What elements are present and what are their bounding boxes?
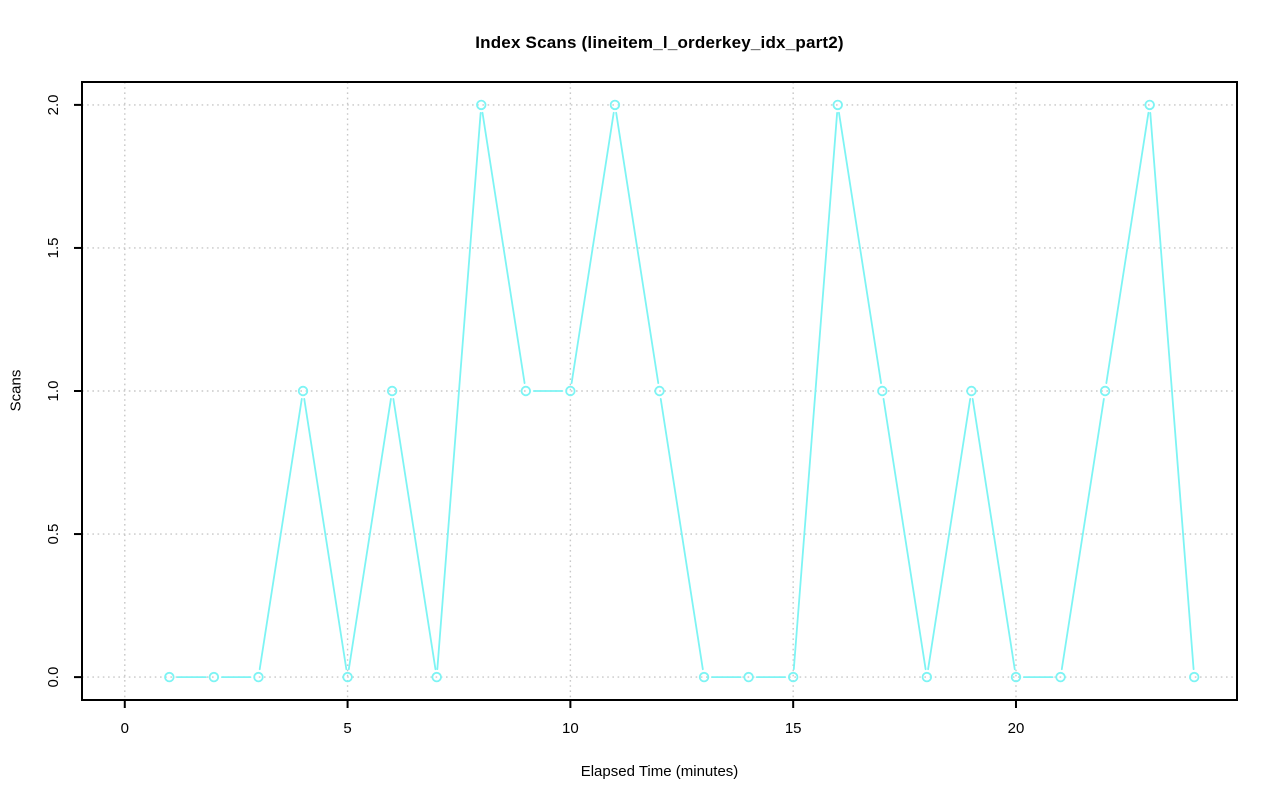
x-axis-tick-label: 0: [121, 720, 129, 737]
y-axis-tick-label: 2.0: [45, 94, 62, 115]
series-line-segment: [882, 398, 927, 671]
series-line-segment: [1105, 111, 1150, 384]
data-point-marker: [1055, 671, 1066, 683]
series-line-segment: [347, 398, 392, 671]
series-line-segment: [792, 111, 839, 671]
data-point-marker: [1144, 99, 1155, 111]
data-point-marker: [565, 385, 576, 397]
x-axis-tick-label: 15: [785, 720, 802, 737]
series-line-segment: [927, 398, 972, 671]
series-line-segment: [838, 111, 882, 384]
data-point-marker: [966, 385, 977, 397]
series-line-segment: [615, 111, 660, 384]
data-point-marker: [386, 385, 398, 397]
data-point-marker: [1099, 385, 1111, 397]
data-point-marker: [832, 99, 843, 111]
series-line-segment: [303, 398, 348, 671]
series-line-segment: [392, 398, 437, 671]
y-axis-tick-label: 1.5: [45, 238, 62, 259]
data-point-marker: [476, 99, 487, 111]
x-axis-tick-label: 5: [343, 720, 351, 737]
data-point-marker: [342, 671, 353, 683]
data-point-marker: [787, 671, 799, 683]
series-line-segment: [1149, 111, 1195, 671]
series-line-segment: [436, 111, 482, 671]
x-axis-title: Elapsed Time (minutes): [580, 763, 739, 780]
data-point-marker: [609, 99, 621, 111]
data-point-marker: [164, 671, 175, 683]
series-line-segment: [659, 398, 704, 671]
x-axis-tick-label: 20: [1008, 720, 1025, 737]
y-axis-tick-label: 0.0: [45, 667, 62, 688]
series-line-segment: [570, 111, 615, 384]
series-line-segment: [1060, 398, 1105, 671]
data-point-marker: [253, 671, 264, 683]
y-axis-tick-label: 1.0: [45, 381, 62, 402]
series-line-segment: [971, 398, 1016, 671]
series-line-segment: [481, 111, 526, 384]
data-point-marker: [520, 385, 532, 397]
data-point-marker: [877, 385, 888, 397]
y-axis-tick-label: 0.5: [45, 524, 62, 545]
series-line-segment: [258, 398, 303, 671]
data-point-marker: [297, 385, 309, 397]
data-point-marker: [743, 671, 754, 683]
data-point-marker: [654, 385, 665, 397]
data-point-marker: [698, 671, 710, 683]
data-point-marker: [1189, 671, 1200, 683]
data-point-marker: [921, 671, 933, 683]
x-axis-tick-label: 10: [562, 720, 579, 737]
data-point-marker: [1010, 671, 1022, 683]
data-point-marker: [431, 671, 442, 683]
chart-title: Index Scans (lineitem_l_orderkey_idx_par…: [475, 33, 844, 52]
data-point-marker: [208, 671, 220, 683]
